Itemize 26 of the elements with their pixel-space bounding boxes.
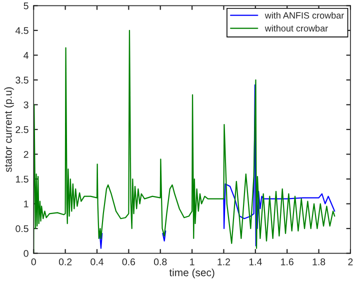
- y-tick-label: 1: [24, 200, 28, 208]
- y-tick-label: 5: [24, 2, 28, 10]
- y-tick-label: 0: [24, 250, 28, 257]
- y-tick-label: 2.5: [16, 126, 28, 134]
- y-axis-title: stator current (p.u): [4, 87, 14, 172]
- legend-label: without crowbar: [264, 24, 328, 32]
- x-tick-label: 2: [348, 258, 353, 266]
- y-tick-label: 3: [24, 101, 28, 108]
- x-tick-label: 1.2: [218, 258, 230, 266]
- x-axis-title: time (sec): [169, 268, 214, 278]
- y-tick-label: 3.5: [16, 76, 28, 84]
- y-tick-label: 0.5: [16, 225, 28, 232]
- x-tick-label: 1.4: [249, 258, 262, 266]
- x-tick-label: 1.8: [312, 258, 326, 266]
- y-tick-label: 4.5: [15, 27, 28, 34]
- x-tick-label: 0.8: [154, 258, 167, 266]
- x-tick-label: 0: [31, 258, 36, 266]
- x-tick-label: 0.6: [122, 258, 136, 266]
- x-tick-label: 1.6: [281, 258, 294, 266]
- x-tick-label: 1: [190, 258, 194, 266]
- y-tick-label: 1.5: [16, 176, 28, 183]
- x-tick-label: 0.2: [58, 258, 72, 266]
- x-tick-label: 0.4: [90, 258, 104, 266]
- y-tick-label: 4: [24, 52, 28, 59]
- legend-label: with ANFIS crowbar: [264, 12, 344, 19]
- y-tick-label: 2: [24, 150, 28, 158]
